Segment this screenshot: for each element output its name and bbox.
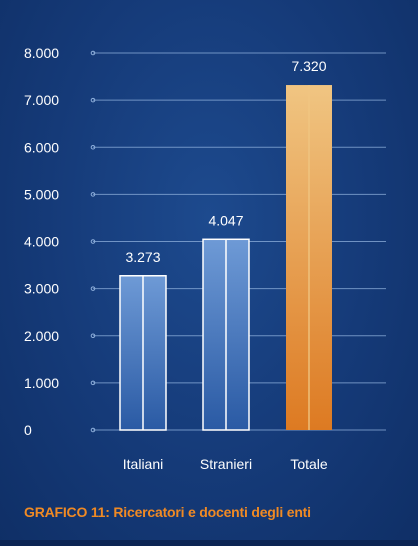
gridline-marker bbox=[90, 427, 96, 433]
y-tick-label: 6.000 bbox=[24, 139, 59, 155]
y-tick-label: 5.000 bbox=[24, 186, 59, 202]
bar-labels: 3.273 Italiani 4.047 Stranieri 7.320 Totale bbox=[123, 58, 328, 472]
gridline-marker bbox=[90, 286, 96, 291]
bar-value-label: 3.273 bbox=[125, 249, 160, 265]
gridline-marker bbox=[90, 50, 96, 56]
x-category-label: Totale bbox=[290, 456, 328, 472]
gridline-marker bbox=[90, 144, 96, 150]
bottom-strip bbox=[0, 540, 418, 546]
bar-value-label: 4.047 bbox=[208, 212, 243, 228]
gridline-marker bbox=[90, 333, 96, 339]
x-category-label: Stranieri bbox=[200, 456, 252, 472]
bars bbox=[119, 85, 332, 431]
bar-value-label: 7.320 bbox=[291, 58, 326, 74]
chart-caption: GRAFICO 11: Ricercatori e docenti degli … bbox=[24, 504, 311, 520]
y-tick-label: 1.000 bbox=[24, 375, 59, 391]
x-category-label: Italiani bbox=[123, 456, 163, 472]
y-tick-label: 0 bbox=[24, 422, 32, 438]
y-tick-label: 3.000 bbox=[24, 281, 59, 297]
gridline-marker bbox=[90, 192, 96, 197]
y-axis-ticks: 0 1.000 2.000 3.000 4.000 5.000 6.000 7.000 8.00… bbox=[24, 45, 59, 438]
y-tick-label: 4.000 bbox=[24, 234, 59, 250]
gridline-marker bbox=[90, 239, 96, 244]
y-tick-label: 8.000 bbox=[24, 45, 59, 61]
gridline-marker bbox=[90, 97, 96, 103]
y-tick-label: 2.000 bbox=[24, 328, 59, 344]
y-tick-label: 7.000 bbox=[24, 92, 59, 108]
gridline-marker bbox=[90, 380, 96, 386]
